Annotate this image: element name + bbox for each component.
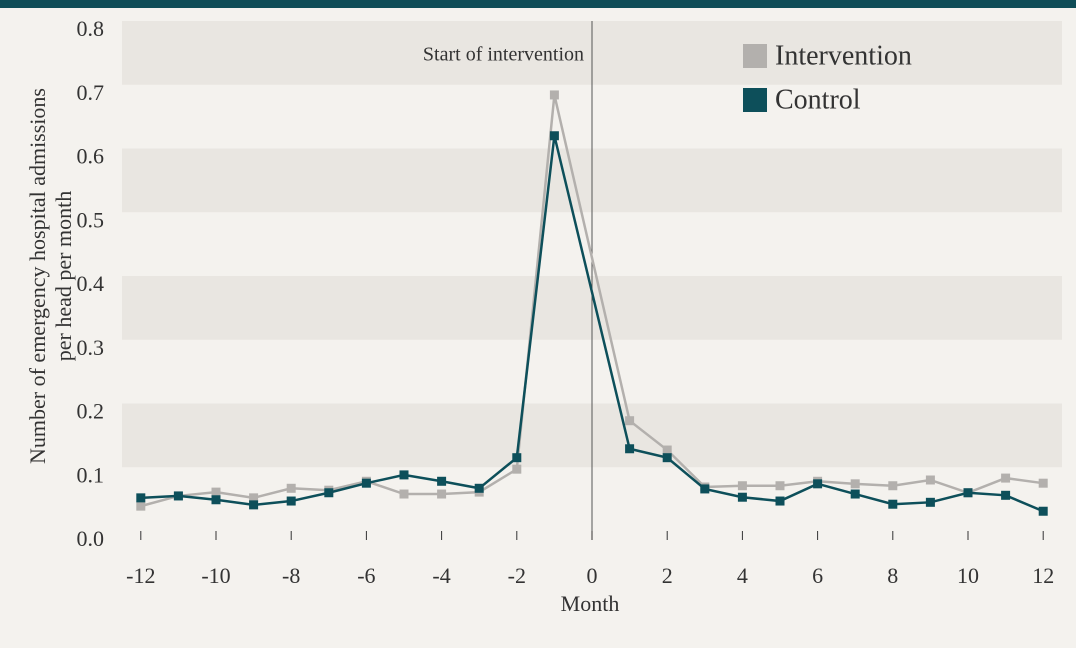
- data-point: [437, 476, 447, 486]
- data-point: [136, 501, 146, 511]
- annotation: Start of intervention: [423, 44, 584, 66]
- x-tick-label: 8: [887, 563, 898, 588]
- data-point: [888, 499, 898, 509]
- data-point: [625, 444, 635, 454]
- x-tick-label: 4: [737, 563, 748, 588]
- y-tick-label: 0.1: [77, 462, 105, 487]
- data-point: [399, 489, 409, 499]
- x-tick-label: -12: [126, 563, 155, 588]
- data-point: [211, 487, 221, 497]
- x-tick-label: -4: [432, 563, 450, 588]
- y-axis-label: Number of emergency hospital admissions: [25, 88, 50, 464]
- data-point: [361, 478, 371, 488]
- y-tick-label: 0.0: [77, 526, 105, 551]
- data-point: [286, 496, 296, 506]
- y-tick-label: 0.7: [77, 80, 105, 105]
- data-point: [737, 492, 747, 502]
- x-tick-label: 0: [587, 563, 598, 588]
- series-line: [140, 135, 1044, 513]
- data-point: [1001, 490, 1011, 500]
- data-point: [888, 481, 898, 491]
- data-point: [662, 453, 672, 463]
- x-tick-label: -10: [201, 563, 230, 588]
- data-point: [474, 483, 484, 493]
- legend-label: Control: [775, 84, 861, 115]
- data-point: [324, 488, 334, 498]
- data-point: [249, 500, 259, 510]
- x-tick-label: 10: [957, 563, 979, 588]
- data-point: [512, 464, 522, 474]
- data-point: [211, 495, 221, 505]
- series-line: [140, 94, 1044, 508]
- data-point: [1038, 478, 1048, 488]
- x-tick-label: 12: [1032, 563, 1054, 588]
- y-tick-label: 0.4: [77, 271, 105, 296]
- data-point: [737, 481, 747, 491]
- data-point: [1038, 506, 1048, 516]
- data-point: [963, 488, 973, 498]
- data-point: [775, 481, 785, 491]
- y-tick-label: 0.8: [77, 16, 105, 41]
- data-point: [850, 479, 860, 489]
- x-tick-label: -6: [357, 563, 375, 588]
- x-tick-label: -8: [282, 563, 300, 588]
- y-tick-label: 0.5: [77, 207, 105, 232]
- y-tick-label: 0.2: [77, 399, 105, 424]
- data-point: [775, 496, 785, 506]
- y-tick-label: 0.3: [77, 335, 105, 360]
- x-tick-label: 2: [662, 563, 673, 588]
- data-point: [625, 416, 635, 426]
- data-point: [925, 475, 935, 485]
- y-tick-label: 0.6: [77, 144, 105, 169]
- x-tick-label: 6: [812, 563, 823, 588]
- data-point: [662, 445, 672, 455]
- header-strip: [0, 0, 1076, 8]
- data-point: [136, 493, 146, 503]
- data-point: [437, 489, 447, 499]
- data-point: [249, 493, 259, 503]
- legend-swatch: [743, 44, 767, 68]
- data-point: [925, 497, 935, 507]
- legend-swatch: [743, 88, 767, 112]
- data-point: [549, 90, 559, 100]
- data-point: [512, 453, 522, 463]
- data-point: [549, 131, 559, 141]
- legend-label: Intervention: [775, 40, 912, 71]
- x-tick-label: -2: [508, 563, 526, 588]
- data-point: [700, 484, 710, 494]
- data-point: [813, 479, 823, 489]
- x-axis-label: Month: [561, 591, 620, 616]
- data-point: [286, 483, 296, 493]
- data-point: [1001, 473, 1011, 483]
- y-axis-label: per head per month: [51, 191, 76, 361]
- data-point: [850, 489, 860, 499]
- data-point: [173, 491, 183, 501]
- data-point: [399, 470, 409, 480]
